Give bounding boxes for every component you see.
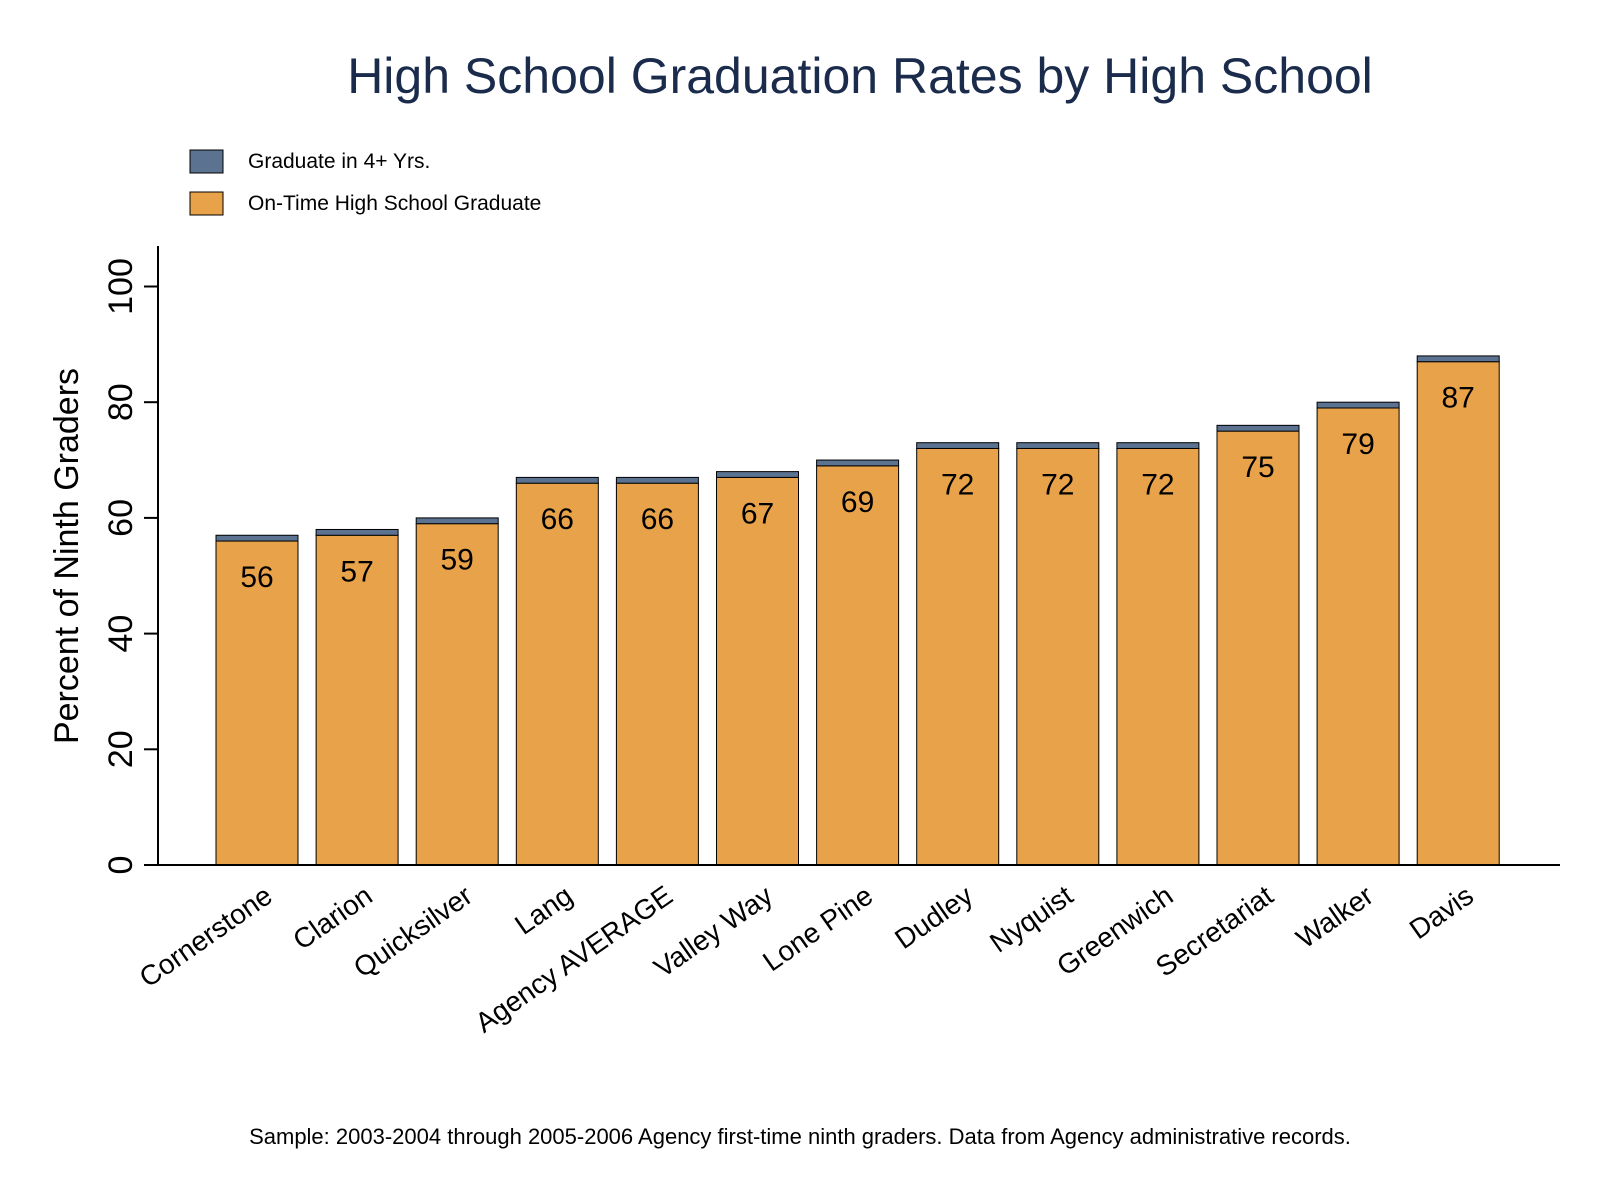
- bar-ontime-4: [615, 482, 699, 866]
- y-ticks: 0 20 40 60 80 100: [102, 258, 158, 874]
- bar-fourplus-4: [615, 476, 699, 484]
- legend-label-1: On-Time High School Graduate: [248, 192, 541, 215]
- bar-fourplus-8: [1016, 442, 1100, 449]
- data-label-6: 69: [841, 486, 874, 519]
- data-label-12: 87: [1442, 382, 1475, 415]
- bar-fourplus-3: [515, 476, 599, 484]
- y-tick-label-5: 100: [102, 258, 140, 315]
- bar-fourplus-11: [1316, 401, 1400, 409]
- bar-ontime-11: [1316, 407, 1400, 866]
- bar-fourplus-10: [1216, 424, 1300, 432]
- bar-ontime-1: [315, 534, 399, 866]
- bar-fourplus-1: [315, 528, 399, 536]
- bar-ontime-8: [1016, 447, 1100, 866]
- data-label-1: 57: [340, 555, 373, 588]
- data-label-9: 72: [1141, 468, 1174, 501]
- x-tick-label-6: Lone Pine: [757, 880, 878, 978]
- data-label-3: 66: [541, 503, 574, 536]
- legend: Graduate in 4+ Yrs. On-Time High School G…: [189, 149, 541, 216]
- x-tick-label-11: Walker: [1290, 880, 1378, 955]
- bar-fourplus-12: [1416, 355, 1500, 363]
- bar-ontime-9: [1116, 447, 1200, 866]
- legend-swatch-1: [189, 191, 224, 216]
- data-label-2: 59: [441, 544, 474, 577]
- y-tick-label-1: 20: [102, 730, 140, 768]
- bar-labels: 56 57 59 66 66 67 69 72 72 72 75 79 87: [240, 382, 1475, 594]
- bar-fourplus-2: [415, 517, 499, 525]
- chart-note: Sample: 2003-2004 through 2005-2006 Agen…: [249, 1124, 1351, 1149]
- legend-swatch-0: [189, 149, 224, 174]
- bar-ontime-7: [916, 447, 1000, 866]
- bar-ontime-10: [1216, 430, 1300, 866]
- bar-ontime-3: [515, 482, 599, 866]
- bar-ontime-12: [1416, 361, 1500, 866]
- data-label-10: 75: [1241, 451, 1274, 484]
- chart-title: High School Graduation Rates by High Sch…: [347, 48, 1373, 104]
- bar-fourplus-6: [816, 459, 900, 467]
- data-label-8: 72: [1041, 468, 1074, 501]
- data-label-11: 79: [1341, 428, 1374, 461]
- x-tick-label-1: Clarion: [287, 880, 377, 956]
- data-label-5: 67: [741, 497, 774, 530]
- y-tick-label-4: 80: [102, 383, 140, 421]
- y-tick-label-2: 40: [102, 615, 140, 653]
- bars: [215, 355, 1500, 866]
- x-tick-label-3: Lang: [509, 880, 578, 941]
- y-axis-label: Percent of Ninth Graders: [48, 368, 86, 744]
- x-tick-label-0: Cornerstone: [134, 880, 278, 994]
- bar-ontime-6: [816, 465, 900, 866]
- data-label-4: 66: [641, 503, 674, 536]
- bar-fourplus-9: [1116, 442, 1200, 449]
- y-tick-label-3: 60: [102, 499, 140, 537]
- bar-ontime-0: [215, 540, 299, 866]
- bar-ontime-5: [716, 476, 799, 866]
- data-label-7: 72: [941, 468, 974, 501]
- y-tick-label-0: 0: [102, 856, 140, 875]
- bar-fourplus-5: [716, 471, 799, 478]
- bar-fourplus-7: [916, 442, 1000, 449]
- x-tick-label-7: Dudley: [889, 880, 978, 955]
- x-tick-label-12: Davis: [1404, 880, 1479, 946]
- bar-fourplus-0: [215, 534, 299, 542]
- data-label-0: 56: [240, 561, 273, 594]
- legend-label-0: Graduate in 4+ Yrs.: [248, 150, 430, 173]
